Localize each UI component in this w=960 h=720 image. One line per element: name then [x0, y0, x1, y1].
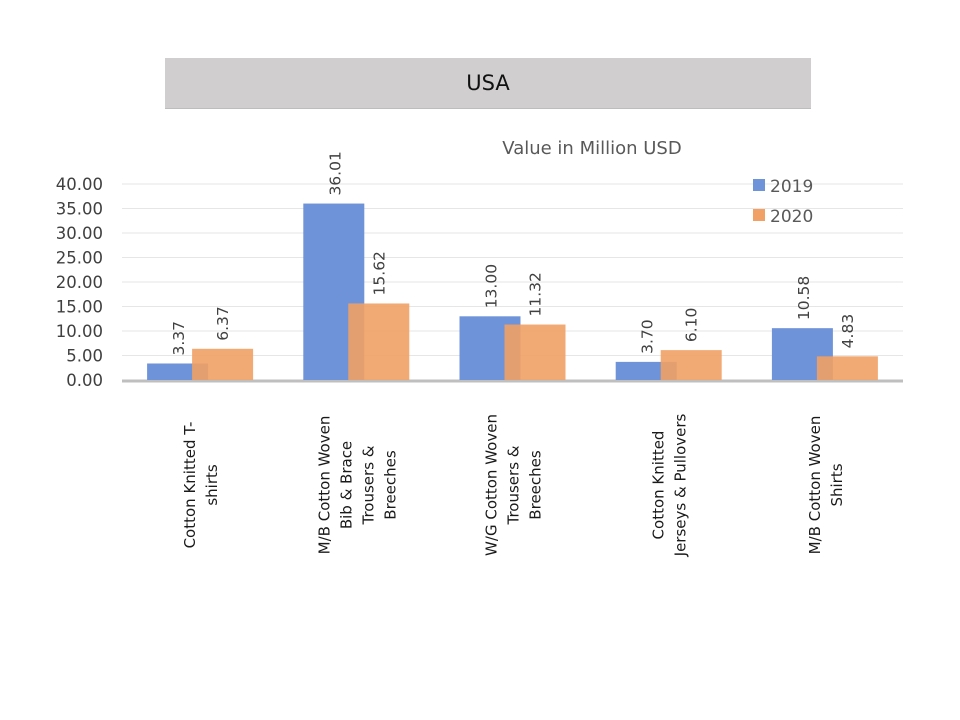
data-label-2019: 13.00: [483, 264, 501, 308]
category-label: shirts: [203, 464, 221, 506]
bar-2020: [192, 348, 254, 380]
data-label-2019: 3.70: [639, 319, 657, 354]
category-label: M/B Cotton Woven: [806, 416, 824, 555]
legend-label-2019: 2019: [770, 177, 813, 197]
data-label-2020: 11.32: [527, 272, 545, 316]
legend-label-2020: 2020: [770, 207, 813, 227]
data-label-2020: 15.62: [370, 251, 388, 295]
category-label: Bib & Brace: [337, 441, 355, 529]
category-label: Trousers &: [359, 445, 377, 525]
data-label-2020: 4.83: [839, 314, 857, 349]
gridlines: [122, 183, 903, 383]
category-label: Cotton Knitted T-: [181, 422, 199, 549]
y-tick-label: 20.00: [56, 273, 103, 292]
bar-2020: [348, 303, 410, 380]
data-label-2019: 3.37: [170, 321, 188, 356]
chart-subtitle: Value in Million USD: [502, 138, 681, 159]
chart-title-banner: USA: [165, 58, 811, 109]
category-label: Breeches: [381, 450, 399, 520]
y-tick-label: 25.00: [56, 249, 103, 268]
category-label: Shirts: [828, 463, 846, 506]
x-axis: Cotton Knitted T-shirts M/B Cotton Woven B…: [181, 413, 846, 557]
bar-2020: [504, 324, 566, 380]
y-tick-label: 35.00: [56, 200, 103, 219]
data-label-2020: 6.37: [214, 306, 232, 341]
y-axis: 0.00 5.00 10.00 15.00 20.00 25.00 30.00 35.00 40…: [56, 175, 103, 390]
y-tick-label: 5.00: [66, 347, 103, 366]
y-tick-label: 30.00: [56, 224, 103, 243]
category-label: Cotton Knitted: [650, 431, 668, 540]
legend-swatch-2020: [753, 209, 765, 221]
category-label: Breeches: [527, 450, 545, 520]
bar-2020: [816, 356, 878, 380]
legend-swatch-2019: [753, 179, 765, 191]
data-labels: 3.37 6.37 36.01 15.62 13.00 11.32 3.70 6.10 10.5…: [170, 151, 857, 355]
category-label: M/B Cotton Woven: [315, 416, 333, 555]
y-tick-label: 10.00: [56, 322, 103, 341]
bar-2020: [660, 350, 722, 380]
chart-title: USA: [466, 71, 510, 95]
y-tick-label: 15.00: [56, 298, 103, 317]
category-label: W/G Cotton Woven: [483, 414, 501, 556]
bars: [147, 203, 878, 380]
category-label: Jerseys & Pullovers: [672, 413, 690, 557]
y-tick-label: 0.00: [66, 371, 103, 390]
data-label-2019: 10.58: [795, 276, 813, 320]
data-label-2019: 36.01: [326, 151, 344, 195]
data-label-2020: 6.10: [683, 308, 701, 343]
y-tick-label: 40.00: [56, 175, 103, 194]
legend: 2019 2020: [753, 177, 813, 227]
category-label: Trousers &: [505, 445, 523, 525]
